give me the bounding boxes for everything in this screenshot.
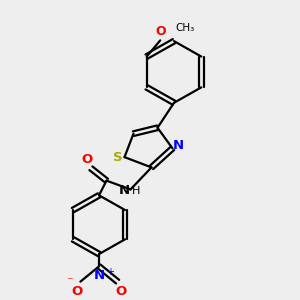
- Text: O: O: [71, 285, 82, 298]
- Text: CH₃: CH₃: [176, 23, 195, 33]
- Text: O: O: [116, 285, 127, 298]
- Text: +: +: [106, 267, 114, 277]
- Text: O: O: [155, 25, 166, 38]
- Text: H: H: [132, 186, 140, 196]
- Text: N: N: [93, 269, 105, 282]
- Text: S: S: [113, 151, 123, 164]
- Text: N: N: [173, 140, 184, 152]
- Text: N: N: [118, 184, 130, 197]
- Text: ⁻: ⁻: [67, 275, 73, 288]
- Text: O: O: [82, 153, 93, 166]
